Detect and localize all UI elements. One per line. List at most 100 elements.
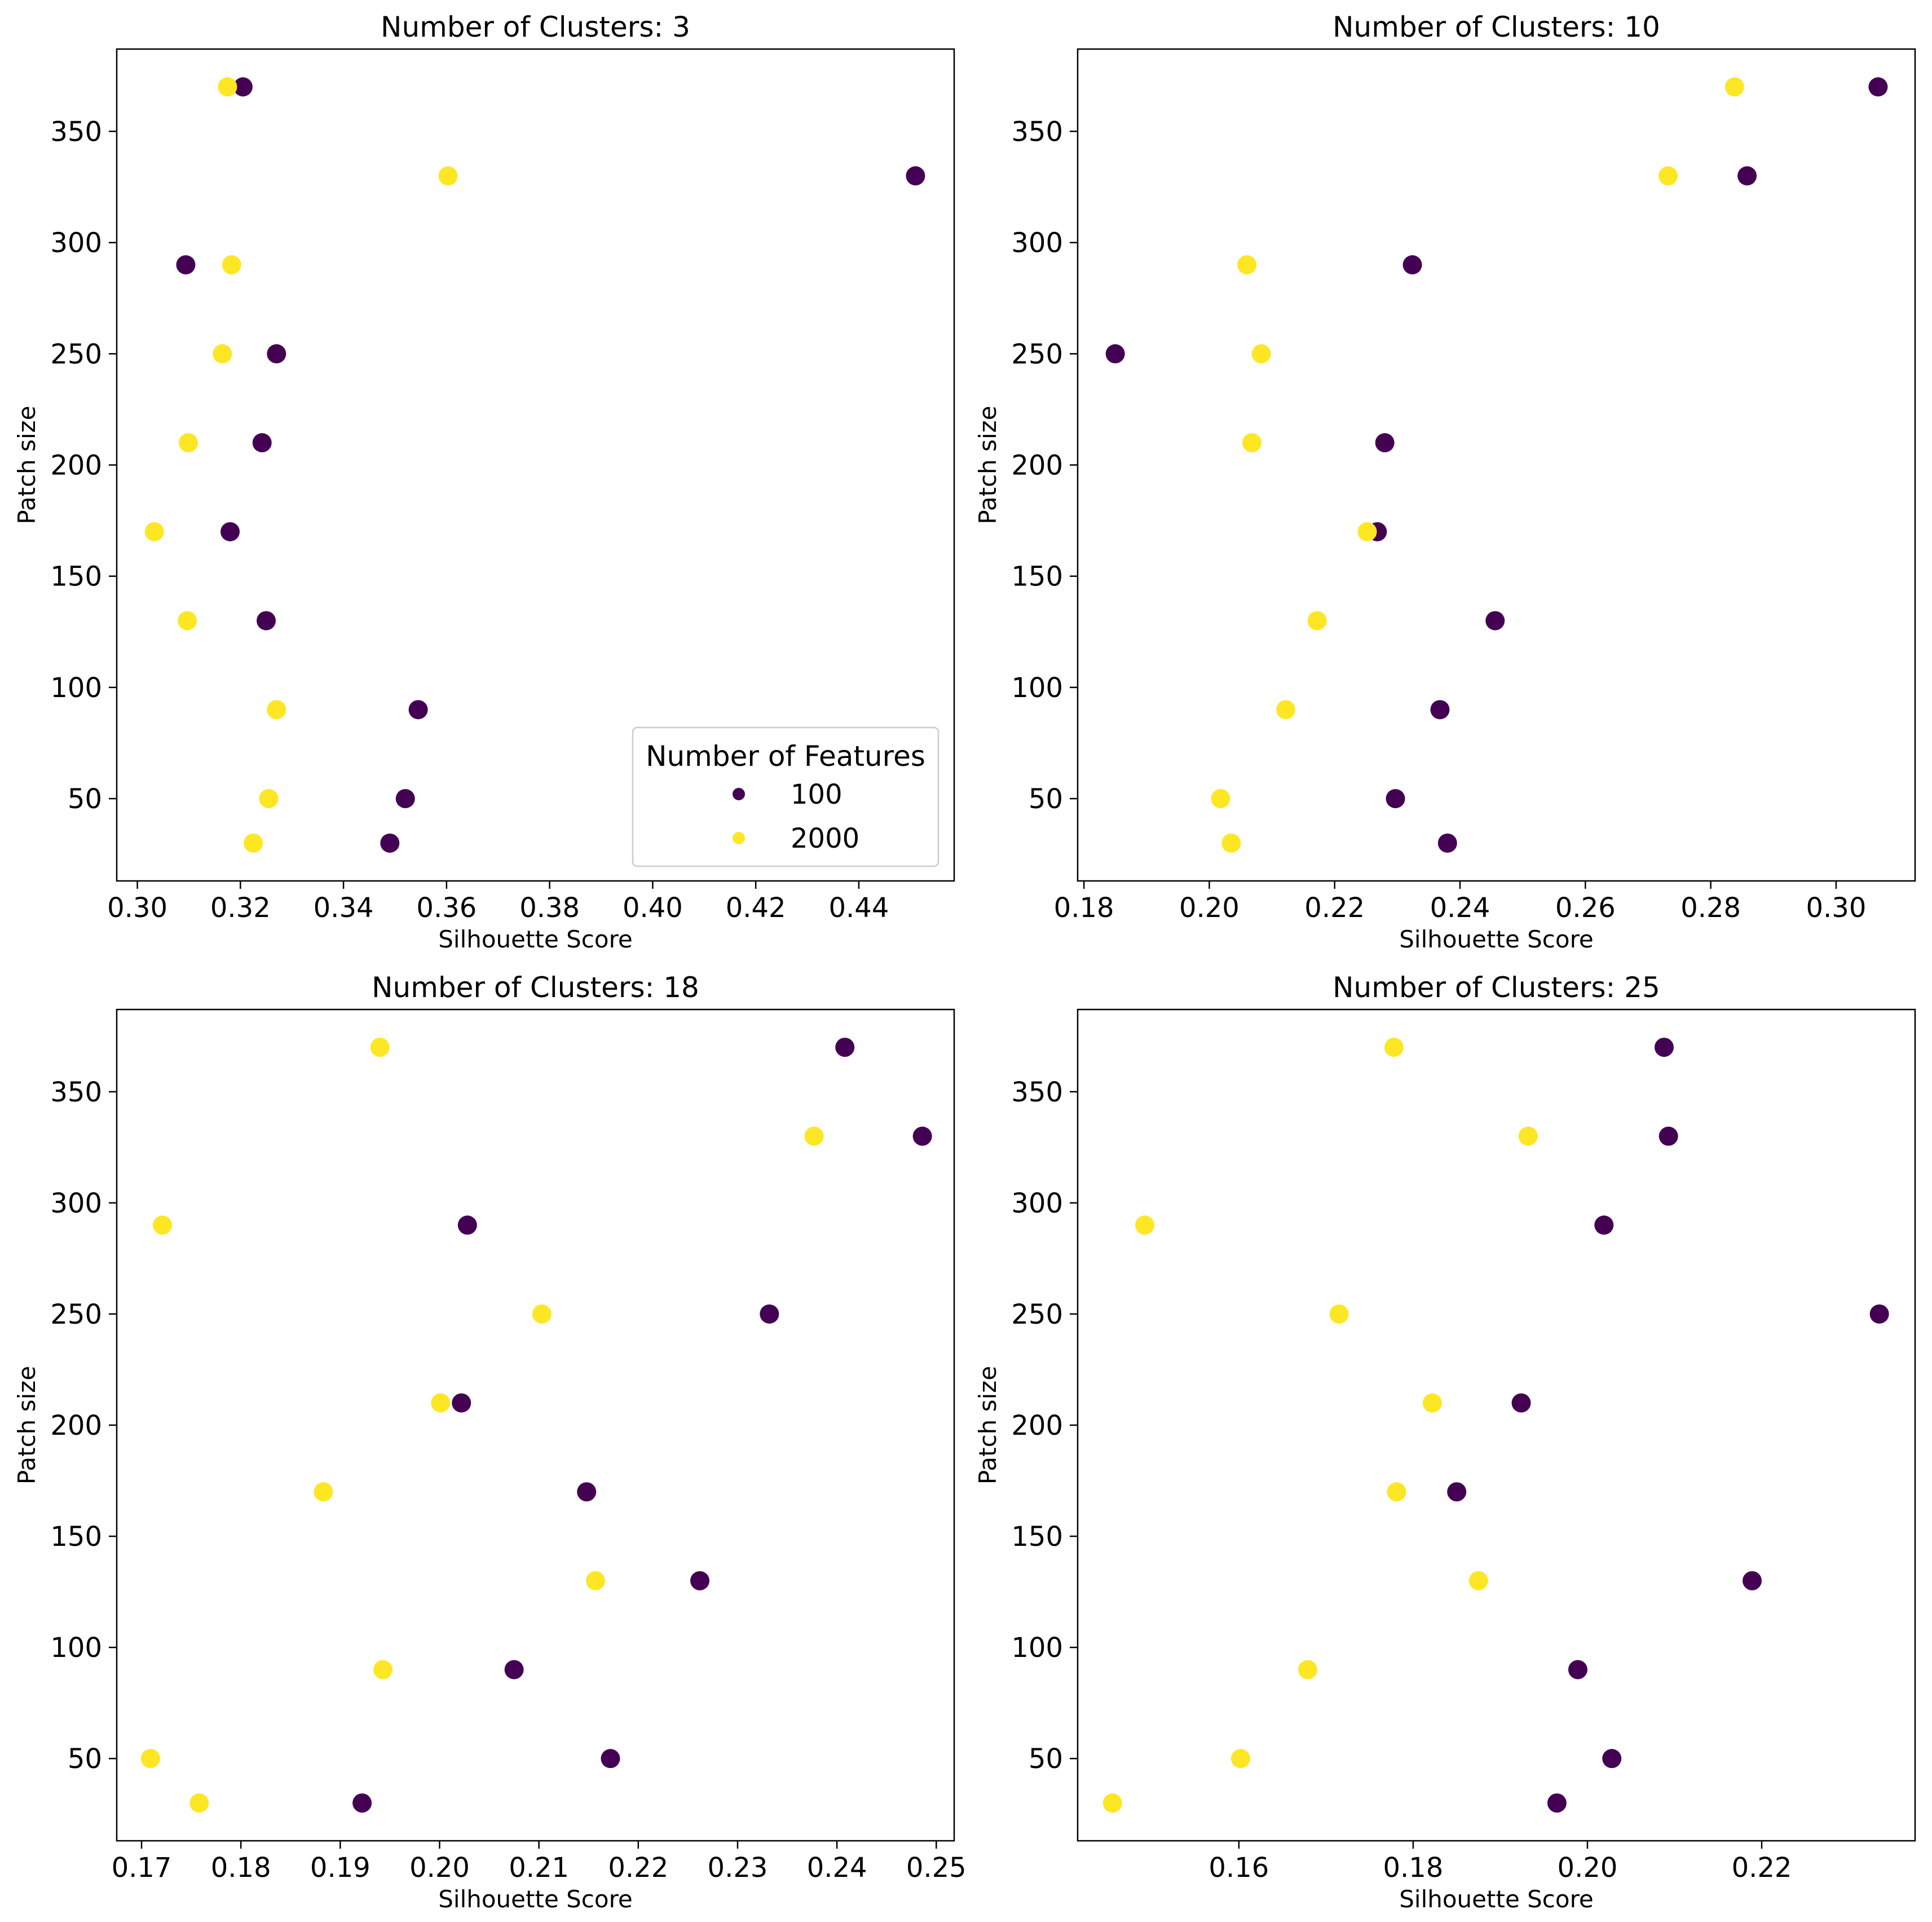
x-tick-label: 0.32 xyxy=(210,892,271,924)
data-point xyxy=(1447,1482,1467,1502)
data-point xyxy=(504,1660,524,1679)
y-tick-label: 150 xyxy=(1011,561,1063,593)
series-2000 xyxy=(1102,1038,1538,1813)
y-tick-label: 300 xyxy=(1011,1188,1063,1219)
data-point xyxy=(213,344,232,364)
x-tick-label: 0.17 xyxy=(112,1852,172,1884)
y-tick-label: 200 xyxy=(50,450,102,482)
y-tick-label: 350 xyxy=(50,1077,102,1108)
data-point xyxy=(1724,77,1744,97)
data-point xyxy=(1518,1126,1538,1146)
y-axis-label: Patch size xyxy=(13,405,41,524)
legend-title: Number of Features xyxy=(646,740,925,773)
y-tick-label: 200 xyxy=(1011,1410,1063,1442)
x-tick-label: 0.18 xyxy=(211,1852,271,1884)
data-point xyxy=(395,789,415,809)
legend-frame xyxy=(632,726,939,867)
y-tick-label: 150 xyxy=(1011,1521,1063,1553)
series-100 xyxy=(1447,1038,1889,1813)
series-2000 xyxy=(140,1038,824,1813)
data-point xyxy=(352,1793,372,1813)
y-tick-label: 100 xyxy=(1011,1632,1063,1664)
y-tick-label: 300 xyxy=(1011,227,1063,259)
y-tick-label: 250 xyxy=(1011,1299,1063,1330)
data-point xyxy=(1135,1215,1154,1235)
y-tick-label: 150 xyxy=(50,561,102,593)
data-point xyxy=(452,1393,471,1413)
data-point xyxy=(1237,255,1257,275)
data-point xyxy=(1658,1126,1678,1146)
data-point xyxy=(1384,1038,1404,1057)
legend-entry: 2000 xyxy=(791,823,859,854)
data-point xyxy=(1251,344,1271,364)
data-point xyxy=(1511,1393,1531,1413)
y-tick-label: 50 xyxy=(68,783,102,815)
x-tick-label: 0.20 xyxy=(1179,892,1240,924)
y-tick-label: 50 xyxy=(1029,1743,1063,1775)
data-point xyxy=(370,1038,390,1057)
data-point xyxy=(218,77,237,97)
axes-frame xyxy=(1077,1008,1916,1842)
x-tick-label: 0.34 xyxy=(314,892,374,924)
x-tick-label: 0.24 xyxy=(1430,892,1490,924)
data-point xyxy=(1375,433,1395,453)
data-point xyxy=(380,833,400,853)
data-point xyxy=(438,166,458,186)
data-point xyxy=(1485,611,1505,631)
chart-title: Number of Clusters: 3 xyxy=(381,11,690,43)
data-point xyxy=(1221,833,1241,853)
data-point xyxy=(267,700,286,720)
legend-entry: 100 xyxy=(791,779,843,810)
y-tick-label: 350 xyxy=(1011,1077,1063,1108)
y-tick-label: 50 xyxy=(68,1743,102,1775)
x-tick-label: 0.30 xyxy=(107,892,167,924)
x-tick-label: 0.30 xyxy=(1806,892,1867,924)
data-point xyxy=(1357,522,1377,541)
legend-marker xyxy=(733,788,745,800)
data-point xyxy=(189,1793,209,1813)
data-point xyxy=(259,789,279,809)
data-point xyxy=(222,255,241,275)
x-tick-label: 0.19 xyxy=(310,1852,370,1884)
x-tick-label: 0.23 xyxy=(708,1852,768,1884)
x-axis-label: Silhouette Score xyxy=(438,925,633,953)
y-tick-label: 350 xyxy=(50,116,102,148)
data-point xyxy=(577,1482,597,1502)
x-tick-label: 0.22 xyxy=(1304,892,1365,924)
data-point xyxy=(1468,1571,1488,1590)
data-point xyxy=(1242,433,1262,453)
data-point xyxy=(1594,1215,1614,1235)
x-tick-label: 0.36 xyxy=(416,892,477,924)
data-point xyxy=(140,1749,160,1769)
x-tick-label: 0.38 xyxy=(519,892,580,924)
x-tick-label: 0.25 xyxy=(906,1852,967,1884)
y-axis-label: Patch size xyxy=(974,405,1002,524)
data-point xyxy=(1743,1571,1762,1590)
data-point xyxy=(1298,1660,1317,1679)
subplot-2: Number of Clusters: 10 0.18 0.20 0.22 0.24 0.… xyxy=(974,11,1916,953)
subplot-4: Number of Clusters: 25 0.16 0.18 0.20 0.22 50… xyxy=(974,971,1916,1913)
y-tick-label: 100 xyxy=(1011,672,1063,704)
data-point xyxy=(1386,789,1405,809)
series-100 xyxy=(352,1038,932,1813)
data-point xyxy=(1307,611,1327,631)
data-point xyxy=(1430,700,1450,720)
axes-frame xyxy=(116,1008,955,1842)
y-tick-label: 250 xyxy=(1011,338,1063,370)
x-tick-label: 0.22 xyxy=(608,1852,668,1884)
x-tick-label: 0.22 xyxy=(1732,1852,1792,1884)
data-point xyxy=(1422,1393,1442,1413)
series-2000 xyxy=(144,77,458,853)
chart-title: Number of Clusters: 18 xyxy=(372,971,699,1004)
data-point xyxy=(1868,77,1888,97)
data-point xyxy=(1402,255,1422,275)
data-point xyxy=(1658,166,1678,186)
data-point xyxy=(1387,1482,1406,1502)
y-axis-label: Patch size xyxy=(13,1366,41,1484)
x-tick-label: 0.20 xyxy=(409,1852,470,1884)
data-point xyxy=(912,1126,932,1146)
data-point xyxy=(314,1482,333,1502)
data-point xyxy=(1276,700,1296,720)
y-tick-label: 300 xyxy=(50,1188,102,1219)
